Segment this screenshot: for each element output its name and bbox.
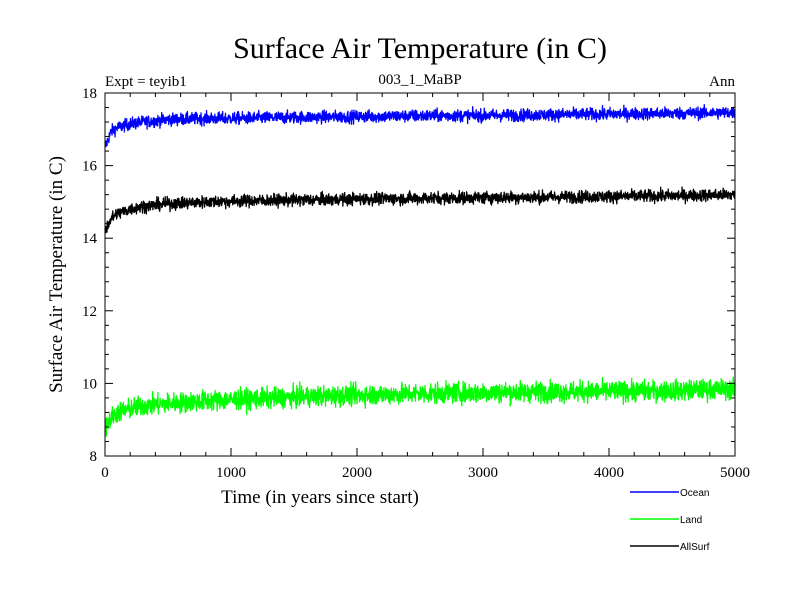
experiment-label: Expt = teyib1 xyxy=(105,74,187,90)
y-tick-label: 16 xyxy=(82,159,98,175)
x-tick-label: 1000 xyxy=(216,465,246,481)
plot-frame xyxy=(104,92,736,457)
series-layer xyxy=(104,104,736,437)
y-tick-label: 12 xyxy=(82,304,97,320)
x-tick-label: 4000 xyxy=(594,465,624,481)
chart-title: Surface Air Temperature (in C) xyxy=(233,32,607,65)
legend-label-allsurf: AllSurf xyxy=(680,542,710,553)
x-axis-label: Time (in years since start) xyxy=(221,487,419,508)
y-tick-label: 18 xyxy=(82,86,97,102)
axis-layer: 0 1000 2000 3000 4000 5000 8 10 12 14 16 18 xyxy=(82,86,750,481)
y-tick-label: 8 xyxy=(90,449,98,465)
series-line-ocean xyxy=(104,104,736,148)
x-tick-label: 0 xyxy=(101,465,109,481)
period-label: 003_1_MaBP xyxy=(378,72,461,88)
series-line-land xyxy=(104,376,736,437)
x-tick-label: 2000 xyxy=(342,465,372,481)
y-tick-label: 10 xyxy=(82,376,97,392)
averaging-label: Ann xyxy=(709,74,735,90)
x-tick-label: 5000 xyxy=(720,465,750,481)
y-axis-label: Surface Air Temperature (in C) xyxy=(46,156,67,393)
legend: Ocean Land AllSurf xyxy=(630,488,710,553)
y-tick-label: 14 xyxy=(82,231,98,247)
legend-label-land: Land xyxy=(680,515,702,526)
x-tick-label: 3000 xyxy=(468,465,498,481)
legend-label-ocean: Ocean xyxy=(680,488,709,499)
series-line-allsurf xyxy=(104,186,736,234)
